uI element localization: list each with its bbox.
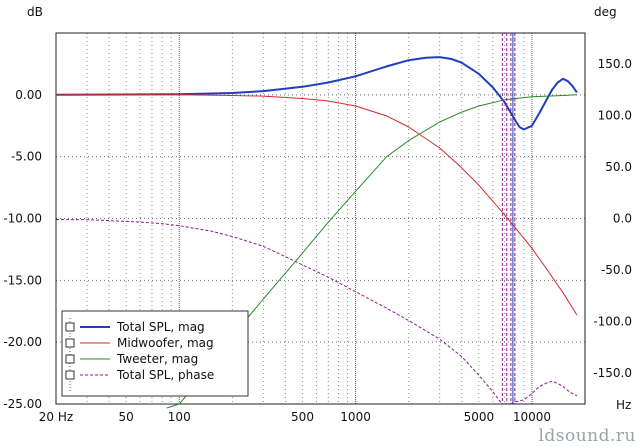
y2-tick-label: -100.0 bbox=[593, 315, 632, 329]
legend-box bbox=[61, 310, 249, 397]
y-tick-label: -10.00 bbox=[3, 212, 42, 226]
y-axis-unit-label: dB bbox=[27, 5, 43, 19]
y2-tick-label: 100.0 bbox=[598, 108, 632, 122]
y2-tick-label: 150.0 bbox=[598, 57, 632, 71]
x-axis-unit-label: Hz bbox=[616, 398, 631, 412]
y-tick-label: 0.00 bbox=[15, 88, 42, 102]
series-line-total-spl-mag bbox=[55, 56, 578, 131]
legend-label: Total SPL, mag bbox=[116, 320, 205, 334]
y2-tick-labels: 150.0 100.0 50.0 0.0 -50.0 -100.0 -150.0 bbox=[593, 57, 632, 380]
x-tick-label: 20 Hz bbox=[39, 410, 73, 424]
x-tick-label: 500 bbox=[291, 410, 314, 424]
legend-item-total-spl-mag[interactable]: Total SPL, mag bbox=[65, 320, 205, 334]
series-line-total-spl-phase bbox=[55, 219, 503, 405]
x-tick-label: 5000 bbox=[464, 410, 495, 424]
x-tick-label: 10000 bbox=[513, 410, 551, 424]
y2-axis-unit-label: deg bbox=[594, 5, 617, 19]
legend-label: Midwoofer, mag bbox=[117, 336, 214, 350]
legend: Total SPL, mag Midwoofer, mag Tweeter, m… bbox=[61, 310, 249, 397]
legend-item-tweeter-mag[interactable]: Tweeter, mag bbox=[65, 352, 198, 366]
watermark-text: ldsound.ru bbox=[538, 426, 636, 446]
y-tick-label: -20.00 bbox=[3, 335, 42, 349]
series-line-total-spl-phase bbox=[510, 380, 578, 405]
plot-frame bbox=[55, 32, 586, 405]
legend-item-total-spl-phase[interactable]: Total SPL, phase bbox=[65, 368, 214, 382]
y2-tick-label: 0.0 bbox=[613, 212, 632, 226]
legend-label: Total SPL, phase bbox=[116, 368, 214, 382]
legend-label: Tweeter, mag bbox=[116, 352, 198, 366]
y-tick-label: -25.00 bbox=[3, 397, 42, 411]
legend-checkbox[interactable] bbox=[65, 354, 75, 364]
y2-tick-label: -50.0 bbox=[601, 263, 632, 277]
x-tick-label: 50 bbox=[119, 410, 134, 424]
y2-tick-label: 50.0 bbox=[605, 160, 632, 174]
y-tick-labels: 0.00 -5.00 -10.00 -15.00 -20.00 -25.00 bbox=[3, 88, 42, 411]
y-tick-label: -5.00 bbox=[11, 150, 42, 164]
legend-checkbox[interactable] bbox=[65, 322, 75, 332]
legend-item-midwoofer-mag[interactable]: Midwoofer, mag bbox=[65, 336, 214, 350]
x-tick-label: 100 bbox=[168, 410, 191, 424]
y-tick-label: -15.00 bbox=[3, 273, 42, 287]
x-tick-labels: 20 Hz 50 100 500 1000 5000 10000 bbox=[39, 410, 551, 424]
y2-tick-label: -150.0 bbox=[593, 366, 632, 380]
series-line-midwoofer-mag bbox=[56, 94, 578, 316]
legend-checkbox[interactable] bbox=[65, 338, 75, 348]
x-tick-label: 1000 bbox=[340, 410, 371, 424]
legend-checkbox[interactable] bbox=[65, 370, 75, 380]
